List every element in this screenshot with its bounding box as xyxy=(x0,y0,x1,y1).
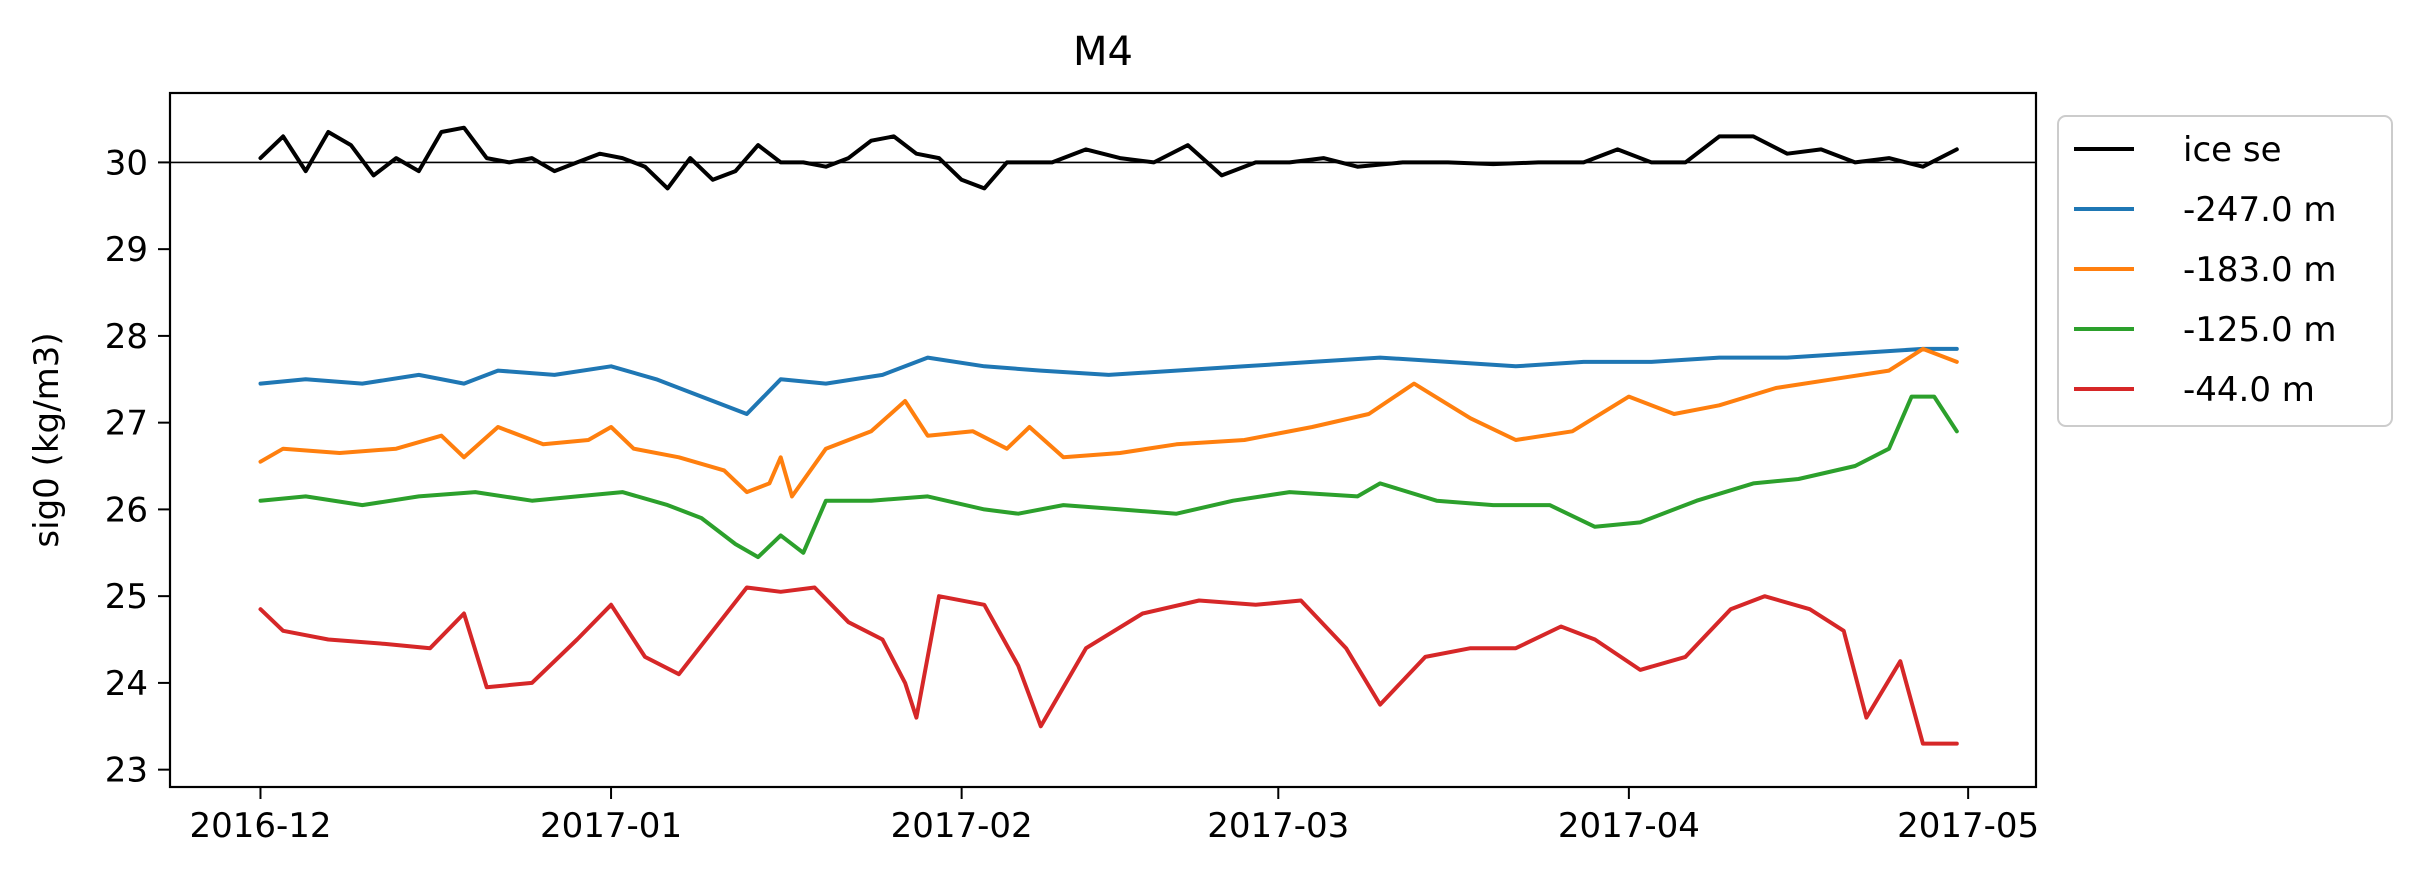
legend-label-3: -125.0 m xyxy=(2183,310,2337,350)
y-tick-label: 25 xyxy=(105,577,148,617)
series-line-0 xyxy=(258,125,1959,191)
x-tick-label: 2017-05 xyxy=(1897,806,2039,846)
x-tick-label: 2017-04 xyxy=(1558,806,1700,846)
y-axis: 23 24 25 26 27 28 29 30 xyxy=(105,143,170,791)
legend-label-1: -247.0 m xyxy=(2183,190,2337,230)
legend-label-4: -44.0 m xyxy=(2183,370,2315,410)
series-line-1 xyxy=(258,346,1959,416)
y-tick-label: 26 xyxy=(105,490,148,530)
y-tick-label: 24 xyxy=(105,664,148,704)
y-tick-label: 30 xyxy=(105,143,148,183)
y-tick-label: 23 xyxy=(105,751,148,791)
legend-label-0: ice se xyxy=(2183,130,2282,170)
x-tick-label: 2016-12 xyxy=(189,806,331,846)
series-line-3 xyxy=(258,394,1959,560)
y-axis-label: sig0 (kg/m3) xyxy=(27,332,67,547)
y-tick-label: 27 xyxy=(105,404,148,444)
y-tick-label: 29 xyxy=(105,230,148,270)
plot-area xyxy=(170,125,2036,746)
legend-box xyxy=(2057,115,2393,427)
plot-frame xyxy=(168,91,2038,789)
legend-label-2: -183.0 m xyxy=(2183,250,2337,290)
series-line-2 xyxy=(258,346,1959,499)
legend: ice se -247.0 m -183.0 m -125.0 m -44.0 m xyxy=(2057,115,2393,427)
x-axis: 2016-12 2017-01 2017-02 2017-03 2017-04 2017-… xyxy=(189,787,2039,846)
x-tick-label: 2017-01 xyxy=(540,806,682,846)
series-line-4 xyxy=(258,585,1959,746)
chart-title: M4 xyxy=(1073,29,1133,75)
y-tick-label: 28 xyxy=(105,317,148,357)
x-tick-label: 2017-02 xyxy=(891,806,1033,846)
x-tick-label: 2017-03 xyxy=(1207,806,1349,846)
